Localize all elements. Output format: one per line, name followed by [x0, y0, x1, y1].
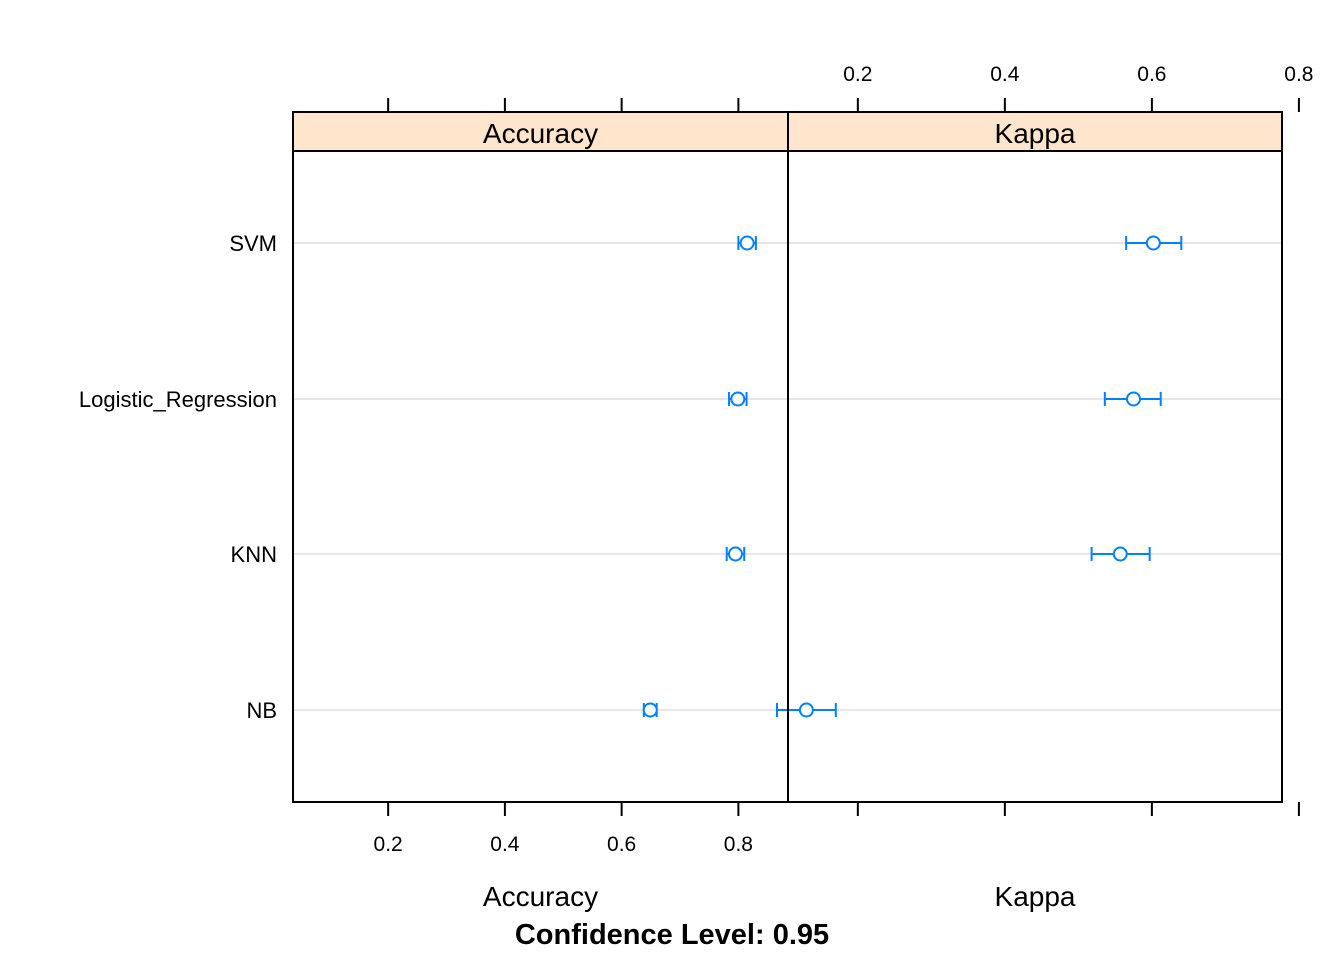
ci-point-svm	[1125, 235, 1183, 251]
ci-point-nb	[775, 702, 837, 718]
panel-frame	[787, 111, 1283, 803]
category-label: Logistic_Regression	[79, 387, 277, 412]
panels-layer: Accuracy 0.2 0.4 0.6 0.8 Accuracy Kappa 0.2 0.4 0…	[292, 63, 1314, 912]
point-estimate	[798, 702, 814, 718]
point-estimate	[1145, 235, 1161, 251]
tick-label: 0.8	[1284, 63, 1313, 86]
strip-background	[293, 112, 788, 151]
tick-label: 0.4	[990, 63, 1020, 86]
tick-label: 0.4	[490, 833, 520, 856]
point-estimate	[1112, 546, 1128, 562]
category-label: NB	[246, 698, 277, 723]
x-axis-title: Kappa	[995, 881, 1076, 912]
tick-label: 0.6	[1137, 63, 1166, 86]
ci-point-logistic_regression	[728, 391, 748, 407]
ci-point-nb	[642, 702, 658, 718]
point-estimate	[642, 702, 658, 718]
panel-kappa: Kappa 0.2 0.4 0.6 0.8 Kappa	[775, 63, 1314, 912]
panel-frame	[292, 111, 789, 803]
strip-label: Kappa	[995, 118, 1076, 149]
panel-accuracy: Accuracy 0.2 0.4 0.6 0.8 Accuracy	[292, 98, 789, 912]
category-label: KNN	[231, 542, 277, 567]
tick-label: 0.8	[724, 833, 753, 856]
tick-label: 0.6	[607, 833, 636, 856]
strip-background	[788, 112, 1282, 151]
category-labels: NB KNN Logistic_Regression SVM	[79, 231, 277, 723]
tick-label: 0.2	[843, 63, 872, 86]
x-axis-title: Accuracy	[483, 881, 598, 912]
category-label: SVM	[229, 231, 277, 256]
ci-point-svm	[737, 235, 757, 251]
ci-point-logistic_regression	[1103, 391, 1162, 407]
ci-point-knn	[725, 546, 746, 562]
point-estimate	[1126, 391, 1142, 407]
point-estimate	[727, 546, 743, 562]
ci-point-knn	[1090, 546, 1151, 562]
strip-label: Accuracy	[483, 118, 598, 149]
tick-label: 0.2	[374, 833, 403, 856]
point-estimate	[730, 391, 746, 407]
point-estimate	[739, 235, 755, 251]
confidence-caption: Confidence Level: 0.95	[515, 919, 829, 951]
